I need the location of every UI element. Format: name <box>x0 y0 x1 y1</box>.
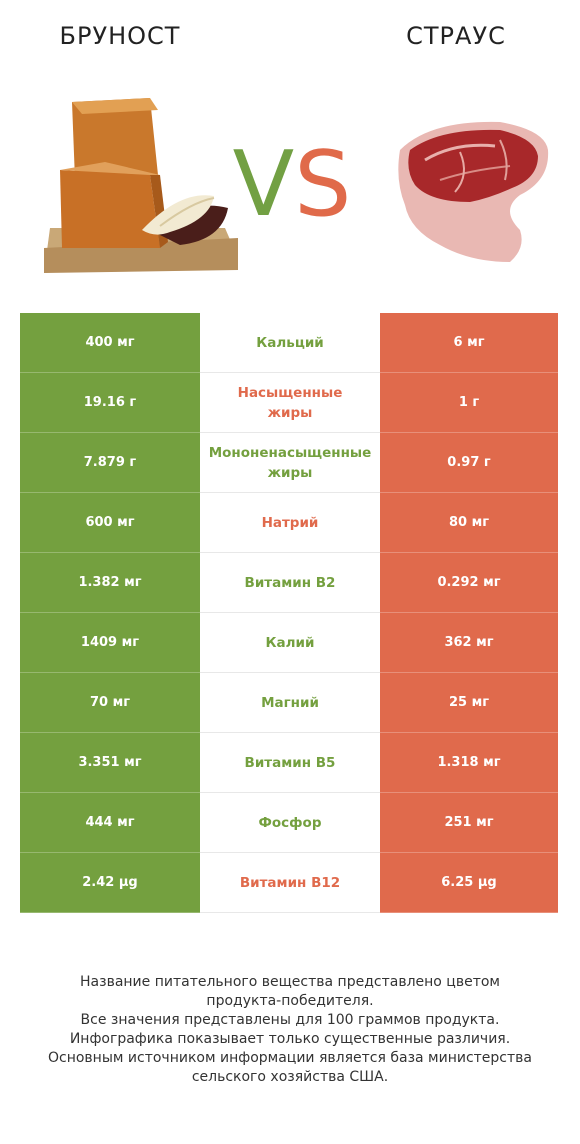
left-value: 1.382 мг <box>20 553 200 613</box>
comparison-table: 400 мг Кальций 6 мг 19.16 г Насыщенные жиры 1 … <box>20 313 558 913</box>
right-value: 6.25 µg <box>380 853 558 913</box>
left-value: 3.351 мг <box>20 733 200 793</box>
left-value: 70 мг <box>20 673 200 733</box>
table-row: 70 мг Магний 25 мг <box>20 673 558 733</box>
nutrient-name: Витамин B12 <box>200 853 380 913</box>
right-value: 0.292 мг <box>380 553 558 613</box>
left-product-title: БРУНОСТ <box>59 22 181 50</box>
nutrient-name: Витамин B2 <box>200 553 380 613</box>
footer-notes: Название питательного вещества представл… <box>20 973 560 1087</box>
nutrient-name: Натрий <box>200 493 380 553</box>
right-value: 6 мг <box>380 313 558 373</box>
table-row: 2.42 µg Витамин B12 6.25 µg <box>20 853 558 913</box>
right-value: 25 мг <box>380 673 558 733</box>
ostrich-meat-image <box>398 121 549 262</box>
nutrient-name: Кальций <box>200 313 380 373</box>
nutrient-name: Фосфор <box>200 793 380 853</box>
table-row: 444 мг Фосфор 251 мг <box>20 793 558 853</box>
hero-illustration <box>44 98 549 273</box>
footer-line: Название питательного вещества представл… <box>80 974 500 990</box>
table-row: 3.351 мг Витамин B5 1.318 мг <box>20 733 558 793</box>
right-value: 362 мг <box>380 613 558 673</box>
vs-v-letter: V <box>232 132 295 237</box>
nutrient-name: Витамин B5 <box>200 733 380 793</box>
right-product-title: СТРАУС <box>406 22 506 50</box>
nutrient-name: Калий <box>200 613 380 673</box>
nutrient-name: Мононенасыщенные жиры <box>200 433 380 493</box>
footer-line: сельского хозяйства США. <box>191 1069 389 1085</box>
footer-line: продукта-победителя. <box>206 993 374 1009</box>
left-value: 400 мг <box>20 313 200 373</box>
nutrient-name: Магний <box>200 673 380 733</box>
vs-s-letter: S <box>294 132 352 237</box>
right-value: 1.318 мг <box>380 733 558 793</box>
table-row: 19.16 г Насыщенные жиры 1 г <box>20 373 558 433</box>
table-row: 1409 мг Калий 362 мг <box>20 613 558 673</box>
left-value: 444 мг <box>20 793 200 853</box>
nutrient-name: Насыщенные жиры <box>200 373 380 433</box>
table-row: 1.382 мг Витамин B2 0.292 мг <box>20 553 558 613</box>
left-value: 7.879 г <box>20 433 200 493</box>
left-value: 600 мг <box>20 493 200 553</box>
table-row: 400 мг Кальций 6 мг <box>20 313 558 373</box>
left-value: 1409 мг <box>20 613 200 673</box>
right-value: 1 г <box>380 373 558 433</box>
table-row: 7.879 г Мононенасыщенные жиры 0.97 г <box>20 433 558 493</box>
right-value: 80 мг <box>380 493 558 553</box>
footer-line: Все значения представлены для 100 граммо… <box>80 1012 500 1028</box>
footer-line: Основным источником информации является … <box>48 1050 532 1066</box>
right-value: 251 мг <box>380 793 558 853</box>
right-value: 0.97 г <box>380 433 558 493</box>
vs-label: VS <box>222 135 362 235</box>
brunost-image <box>44 98 238 273</box>
footer-line: Инфографика показывает только существенн… <box>69 1031 511 1047</box>
table-row: 600 мг Натрий 80 мг <box>20 493 558 553</box>
left-value: 19.16 г <box>20 373 200 433</box>
left-value: 2.42 µg <box>20 853 200 913</box>
